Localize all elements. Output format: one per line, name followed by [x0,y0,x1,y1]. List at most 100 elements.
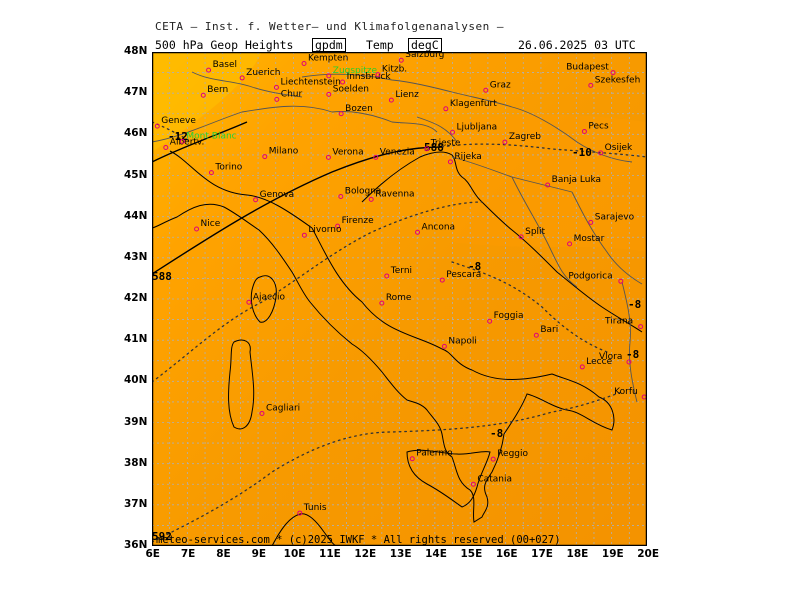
city-marker [567,241,573,247]
city-label: Milano [269,147,299,157]
city-label: Lecce [586,357,612,367]
city-marker [163,145,169,151]
city-label: Bari [540,325,558,335]
latitude-tick-label: 40N [124,374,148,387]
alps-border [151,105,438,143]
city-label: Bozen [345,104,373,114]
city-label: Budapest [566,63,609,73]
longitude-tick-label: 17E [531,548,553,560]
city-label: Graz [490,80,511,90]
city-label: Bern [207,85,228,95]
sicily-coastline [406,449,491,508]
city-label: Liechtenstein [280,77,340,87]
italy-coastline [151,150,615,523]
city-label: Ajaccio [253,292,286,302]
city-label: Innsbruck [347,72,392,82]
city-marker [379,300,385,306]
country-boundaries [151,71,643,403]
longitude-tick-label: 10E [283,548,306,560]
longitude-tick-label: 20E [637,548,660,560]
city-marker [301,232,307,238]
city-label: Kempten [308,54,348,64]
city-label: Trieste [430,139,461,149]
sardinia-coastline [228,339,255,430]
city-label: Zuerich [246,68,280,78]
city-marker [470,481,476,487]
adriatic-coast-north [361,151,643,333]
city-label: Napoli [448,336,476,346]
city-marker [194,226,200,232]
datetime-label: 26.06.2025 03 UTC [518,38,636,52]
city-label: Pecs [588,121,609,131]
city-label: Ravenna [375,189,414,199]
city-label: Verona [332,147,363,157]
city-label: Torino [214,163,242,173]
city-label: Rijeka [454,152,481,162]
longitude-tick-label: 19E [601,548,624,560]
height-contour-label: 588 [152,270,172,283]
city-marker [297,510,303,516]
city-label: Kitzb. [382,65,407,75]
height-contour-label: 588 [424,141,444,154]
latitude-tick-label: 38N [124,456,148,469]
city-label: Banja Luka [552,175,601,185]
city-label: Mostar [574,234,605,244]
longitude-tick-label: 18E [566,548,589,560]
city-label: Basel [213,60,237,70]
warm-field-east [452,114,647,252]
city-marker [409,456,415,462]
city-label: Ljubljana [457,122,498,132]
latitude-tick-label: 47N [124,86,148,99]
longitude-tick-label: 7E [180,548,196,560]
height-contours [151,121,443,275]
city-marker [581,128,587,134]
city-label: Ancona [422,222,456,232]
longitude-tick-label: 6E [145,548,160,560]
balkans-border-b [511,176,578,288]
city-label: Osijek [605,143,633,153]
city-marker [340,79,346,85]
city-marker [490,456,496,462]
city-marker [398,57,404,63]
city-label: Venezia [380,147,415,157]
isotherm-minus-8 [151,201,483,383]
city-label: Nice [201,219,221,229]
city-marker [206,67,212,73]
city-label: Salzburg [405,52,444,60]
city-label: Chur [281,89,303,99]
temperature-contour-label: -8 [468,260,481,273]
latitude-tick-label: 41N [124,333,148,346]
city-label: Zagreb [509,132,541,142]
city-label: Klagenfurt [450,99,497,109]
city-label: Zugspitze [333,66,378,76]
weather-map: 588 592 588 -12 -10 -8 -8 -8 -8 Basel Zuerich Bern… [151,50,648,547]
tunisia-coastline [271,513,338,547]
city-marker [368,196,374,202]
height-contour-588 [151,146,443,275]
temp-label: Temp [366,38,394,52]
city-label: Podgorica [568,271,612,281]
land-and-coastlines [151,150,643,547]
temperature-contour-label: -8 [628,298,641,311]
city-marker [588,219,594,225]
city-marker [246,299,252,305]
longitude-tick-label: 15E [460,548,483,560]
city-label: Bologna [345,186,382,196]
city-marker [450,129,456,135]
map-title-bar: 500 hPa Geop Heights gpdm Temp degC 26.0… [152,38,647,52]
copyright-footer: meteo-services.com * (c)2025 IWKF * All … [156,534,561,546]
latitude-tick-label: 42N [124,292,148,304]
city-marker [326,91,332,97]
city-marker [579,364,585,370]
field-label: 500 hPa Geop Heights [155,38,294,52]
city-marker [638,324,644,330]
city-marker [388,97,394,103]
latitude-tick-label: 48N [124,45,148,57]
city-marker [447,159,453,165]
longitude-tick-label: 13E [389,548,412,560]
city-label: Soelden [333,84,369,94]
city-label: Genova [260,190,295,200]
city-label: Geneve [161,116,196,126]
city-marker [273,84,279,90]
